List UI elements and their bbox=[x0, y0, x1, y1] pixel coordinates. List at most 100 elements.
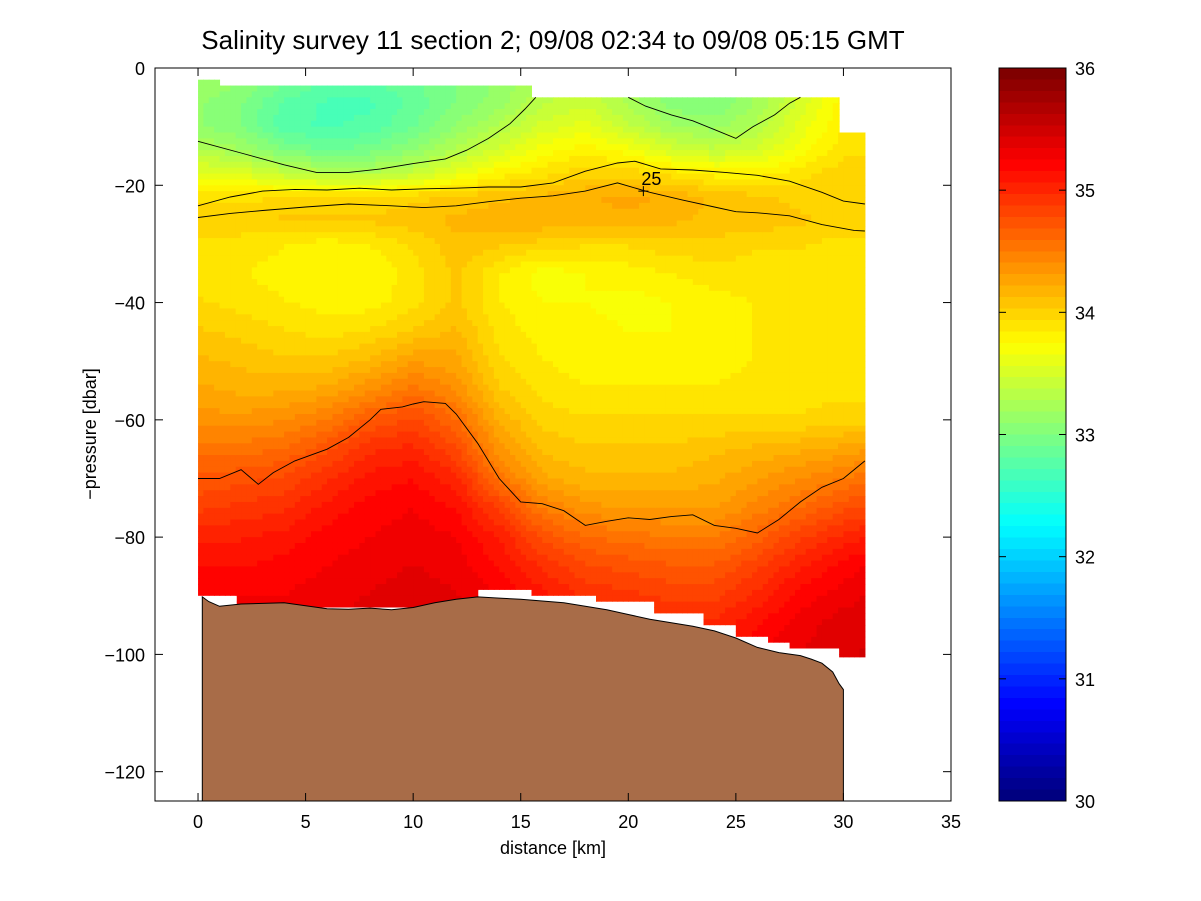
field-cell bbox=[375, 554, 382, 562]
field-cell bbox=[289, 572, 296, 579]
field-cell bbox=[241, 472, 248, 480]
field-cell bbox=[262, 337, 269, 345]
field-cell bbox=[397, 132, 404, 139]
field-cell bbox=[429, 378, 436, 386]
field-cell bbox=[294, 443, 301, 450]
field-cell bbox=[456, 513, 463, 521]
field-cell bbox=[241, 120, 248, 128]
field-cell bbox=[402, 97, 409, 104]
field-cell bbox=[359, 138, 366, 145]
field-cell bbox=[407, 337, 414, 345]
field-cell bbox=[397, 173, 404, 181]
field-cell bbox=[208, 197, 215, 204]
field-cell bbox=[402, 548, 409, 556]
field-cell bbox=[316, 531, 323, 538]
field-cell bbox=[273, 191, 280, 198]
field-cell bbox=[332, 484, 339, 491]
field-cell bbox=[251, 542, 258, 550]
field-cell bbox=[257, 572, 264, 579]
field-cell bbox=[284, 554, 291, 562]
field-cell bbox=[321, 161, 328, 169]
field-cell bbox=[456, 507, 463, 515]
field-cell bbox=[359, 531, 366, 538]
field-cell bbox=[445, 455, 452, 462]
field-cell bbox=[241, 85, 248, 93]
field-cell bbox=[370, 261, 377, 268]
field-cell bbox=[208, 243, 215, 251]
field-cell bbox=[246, 378, 253, 386]
field-cell bbox=[461, 337, 468, 345]
field-cell bbox=[235, 191, 242, 198]
field-cell bbox=[343, 496, 350, 503]
field-cell bbox=[257, 290, 264, 298]
field-cell bbox=[321, 173, 328, 181]
field-cell bbox=[294, 114, 301, 122]
field-cell bbox=[230, 144, 237, 151]
field-cell bbox=[386, 126, 393, 134]
field-cell bbox=[316, 519, 323, 526]
field-cell bbox=[445, 525, 452, 532]
field-cell bbox=[354, 472, 360, 480]
field-cell bbox=[461, 167, 468, 175]
field-cell bbox=[230, 267, 237, 274]
field-cell bbox=[208, 384, 215, 392]
field-cell bbox=[370, 372, 377, 380]
field-cell bbox=[456, 132, 463, 139]
field-cell bbox=[407, 267, 414, 274]
field-cell bbox=[391, 249, 398, 257]
field-cell bbox=[262, 261, 269, 268]
field-cell bbox=[327, 97, 334, 104]
field-cell bbox=[219, 114, 226, 122]
field-cell bbox=[241, 243, 248, 251]
field-cell bbox=[354, 114, 360, 122]
field-cell bbox=[434, 243, 441, 251]
field-cell bbox=[364, 220, 371, 227]
field-cell bbox=[364, 109, 371, 116]
field-cell bbox=[246, 326, 253, 333]
field-cell bbox=[450, 290, 457, 298]
field-cell bbox=[284, 584, 291, 591]
field-cell bbox=[289, 566, 296, 573]
field-cell bbox=[327, 501, 334, 509]
field-cell bbox=[354, 537, 360, 544]
field-cell bbox=[440, 320, 447, 327]
field-cell bbox=[413, 97, 420, 104]
field-cell bbox=[402, 490, 409, 497]
field-cell bbox=[310, 601, 317, 609]
field-cell bbox=[230, 584, 237, 591]
field-cell bbox=[294, 548, 301, 556]
field-cell bbox=[413, 296, 420, 304]
field-cell bbox=[445, 384, 452, 392]
field-cell bbox=[289, 232, 296, 239]
field-cell bbox=[364, 554, 371, 562]
field-cell bbox=[343, 548, 350, 556]
field-cell bbox=[208, 402, 215, 409]
field-cell bbox=[429, 437, 436, 444]
field-cell bbox=[391, 496, 398, 503]
field-cell bbox=[294, 261, 301, 268]
field-cell bbox=[300, 114, 307, 122]
field-cell bbox=[300, 326, 307, 333]
field-cell bbox=[332, 584, 339, 591]
field-cell bbox=[251, 589, 258, 597]
field-cell bbox=[214, 478, 221, 485]
field-cell bbox=[332, 126, 339, 134]
field-cell bbox=[262, 85, 269, 93]
field-cell bbox=[397, 349, 404, 356]
field-cell bbox=[278, 384, 285, 392]
field-cell bbox=[461, 501, 468, 509]
field-cell bbox=[305, 132, 312, 139]
field-cell bbox=[300, 484, 307, 491]
field-cell bbox=[413, 284, 420, 292]
field-cell bbox=[219, 402, 226, 409]
field-cell bbox=[251, 320, 258, 327]
field-cell bbox=[321, 449, 328, 456]
field-cell bbox=[461, 226, 468, 233]
field-cell bbox=[461, 331, 468, 339]
field-cell bbox=[300, 361, 307, 368]
field-cell bbox=[418, 343, 425, 351]
field-cell bbox=[224, 202, 231, 210]
field-cell bbox=[354, 413, 360, 421]
field-cell bbox=[289, 109, 296, 116]
field-cell bbox=[284, 390, 291, 397]
